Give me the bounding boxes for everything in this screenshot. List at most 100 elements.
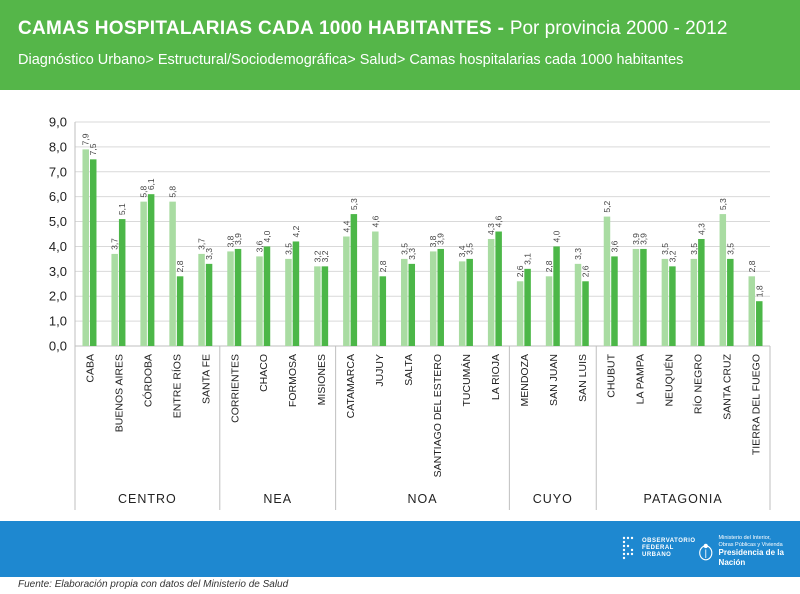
bar-2012 [350,214,358,346]
group-label: PATAGONIA [644,492,723,506]
bar-2000 [603,216,611,346]
data-label-2000: 3,5 [660,243,670,255]
category-label: CATAMARCA [345,354,357,418]
data-label-2000: 3,3 [573,248,583,260]
category-label: CHACO [258,354,270,392]
bar-2012 [669,266,676,346]
data-label-2000: 3,5 [283,243,293,255]
logo1-line-2: FEDERAL [642,544,674,551]
data-label-2000: 5,2 [602,200,612,212]
category-label: TIERRA DEL FUEGO [751,354,763,455]
category-label: BUENOS AIRES [113,354,125,432]
bar-2012 [176,276,184,346]
y-tick-label: 0,0 [49,339,67,354]
logo1-line-3: URBANO [642,551,672,558]
bar-2000 [748,276,756,346]
category-label: CHUBUT [606,353,618,397]
category-label: MENDOZA [519,354,531,407]
logo1-line-1: OBSERVATORIO [642,537,696,544]
bar-2000 [111,253,118,346]
data-label-2000: 3,7 [197,238,207,250]
bar-2012 [495,231,502,346]
bar-2012 [89,159,97,346]
data-label-2000: 3,7 [110,238,120,250]
bar-2012 [466,258,473,346]
y-tick-label: 2,0 [49,289,67,304]
y-tick-label: 9,0 [49,115,67,130]
title-main: CAMAS HOSPITALARIAS CADA 1000 HABITANTES… [18,18,510,39]
bar-2000 [140,201,147,346]
category-label: SANTA CRUZ [722,353,734,419]
data-label-2012: 7,5 [88,143,98,155]
bar-2012 [727,258,734,346]
data-label-2000: 4,6 [370,215,380,227]
data-label-2000: 2,8 [747,260,757,272]
bar-2012 [756,301,763,346]
observatorio-logo: OBSERVATORIO FEDERAL URBANO [622,536,696,560]
data-label-2012: 3,1 [523,253,533,265]
category-label: MISIONES [316,354,328,405]
bar-2000 [429,251,437,346]
bar-2000 [198,253,205,346]
bar-2000 [574,263,582,346]
bar-2012 [379,276,387,346]
category-label: SANTA FE [200,354,212,404]
category-label: CÓRDOBA [141,354,154,407]
data-label-2012: 1,8 [754,285,764,297]
data-label-2000: 5,8 [168,186,178,198]
data-label-2000: 4,4 [341,220,351,232]
category-label: NEUQUÉN [663,354,676,407]
data-label-2012: 4,6 [494,215,504,227]
bar-2012 [321,266,329,346]
category-label: FORMOSA [287,354,299,407]
data-label-2012: 3,3 [407,248,417,260]
bar-2000 [690,258,698,346]
data-label-2012: 3,5 [725,243,735,255]
y-tick-label: 5,0 [49,214,67,229]
bar-2012 [582,281,589,346]
group-label: NOA [407,492,437,506]
data-label-2000: 5,8 [139,186,149,198]
bar-2000 [285,258,292,346]
group-label: CUYO [533,492,573,506]
bar-2012 [698,238,705,346]
data-label-2012: 3,9 [436,233,446,245]
bar-2000 [458,261,466,346]
category-label: JUJUY [374,354,386,387]
data-label-2012: 2,6 [581,265,591,277]
data-label-2012: 3,6 [609,240,619,252]
category-label: LA RIOJA [490,354,502,400]
bar-2012 [205,263,213,346]
data-label-2012: 5,3 [349,198,359,210]
bar-2012 [292,241,300,346]
data-label-2012: 5,1 [117,203,127,215]
data-label-2000: 3,5 [399,243,409,255]
bar-2000 [82,149,89,346]
ministerio-logo: Ministerio del Interior, Obras Públicas … [698,535,800,568]
data-label-2000: 3,8 [226,235,236,247]
data-label-2000: 3,9 [631,233,641,245]
data-label-2000: 3,4 [457,245,467,257]
y-tick-label: 6,0 [49,189,67,204]
data-label-2012: 4,3 [696,223,706,235]
category-label: SALTA [403,354,415,386]
category-label: SANTIAGO DEL ESTERO [432,354,444,477]
header-band: CAMAS HOSPITALARIAS CADA 1000 HABITANTES… [0,0,800,90]
bar-2000 [227,251,234,346]
logo2-line-1: Ministerio del Interior, [718,535,771,541]
data-label-2012: 3,9 [233,233,243,245]
data-label-2012: 4,0 [262,230,272,242]
data-label-2012: 6,1 [146,178,156,190]
data-label-2000: 3,2 [312,250,322,262]
data-label-2000: 2,6 [515,265,525,277]
group-label: CENTRO [118,492,177,506]
bar-2000 [632,248,640,346]
category-label: CORRIENTES [229,354,241,423]
y-tick-label: 3,0 [49,264,67,279]
data-label-2012: 2,8 [378,260,388,272]
bar-2012 [524,268,531,346]
bar-2012 [118,219,126,346]
bar-2012 [553,246,560,346]
category-label: TUCUMÁN [460,354,473,407]
data-label-2012: 3,2 [667,250,677,262]
